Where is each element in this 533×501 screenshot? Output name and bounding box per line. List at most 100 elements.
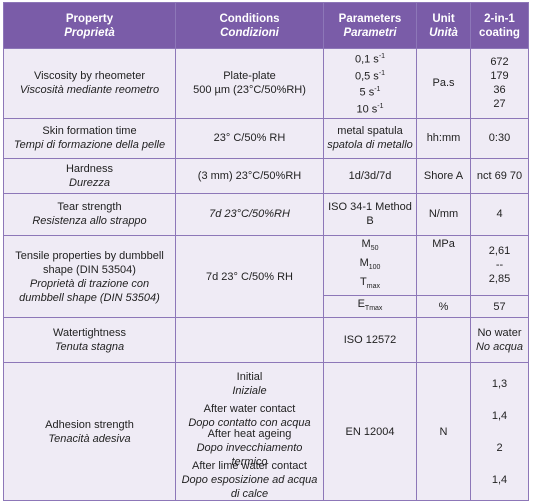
cell-text: 10 s-1 <box>327 100 413 117</box>
table-cell: Adhesion strength Tenacità adesiva <box>3 362 176 501</box>
cell-text: Adhesion strength <box>45 418 134 431</box>
cell-text: After water contact <box>203 402 296 415</box>
cell-text: Dopo invecchiamento termico <box>196 441 303 468</box>
table-cell: 1,3 1,4 2 1,4 <box>470 362 529 501</box>
cell-text: Tear strength <box>57 201 122 214</box>
cell-text: 5 s-1 <box>327 83 413 100</box>
cell-text: Dopo contatto con acqua <box>188 416 311 429</box>
cell-text: 0,5 s-1 <box>327 67 413 84</box>
cell-text: Tensile properties by dumbbell shape (DI… <box>15 249 164 276</box>
cell-text: Dopo esposizione ad acqua di calce <box>181 473 318 500</box>
cell-text: spatola di metallo <box>327 139 413 152</box>
cell-text: 10 s <box>356 103 378 116</box>
table-cell: No water No acqua <box>470 317 529 364</box>
page: Property Proprietà Conditions Condizioni P… <box>3 2 529 501</box>
table-cell: 7d 23°C/50%RH <box>175 192 324 236</box>
table-row: Hardness Durezza (3 mm) 23°C/50%RH 1d/3d/… <box>3 157 529 194</box>
table-cell <box>416 317 471 364</box>
table-cell: 0:30 <box>470 117 529 159</box>
cell-text: E <box>357 298 365 311</box>
table-cell: Hardness Durezza <box>3 157 176 194</box>
table-cell: 7d 23° C/50% RH <box>175 234 324 319</box>
table-cell: 4 <box>470 192 529 236</box>
cell-text: No acqua <box>475 341 524 354</box>
header-cell: Parameters Parametri <box>323 2 417 49</box>
subscript: Tmax <box>364 305 383 313</box>
header-cell: Unit Unità <box>416 2 471 49</box>
properties-table: Property Proprietà Conditions Condizioni P… <box>3 2 529 501</box>
cell-text: 27 <box>493 98 506 111</box>
table-cell: M50 M100 Tmax <box>323 234 417 297</box>
table-cell: 2,61 -- 2,85 <box>470 234 529 297</box>
cell-text: 0,1 s <box>354 53 379 66</box>
cell-text: -- <box>495 259 504 272</box>
cell-text: Resistenza allo strappo <box>32 215 147 228</box>
cell-text: Iniziale <box>232 384 267 397</box>
cell-text: Property Proprietà Conditions Condizioni P… <box>3 2 529 501</box>
superscript: -1 <box>374 86 381 94</box>
cell-text: 672 <box>490 56 509 69</box>
header-row: Property Proprietà Conditions Condizioni P… <box>3 2 529 49</box>
cell-text: Proprietà di trazione con dumbbell shape… <box>19 277 160 304</box>
superscript: -1 <box>378 53 386 60</box>
table-cell: ETmax <box>323 295 417 319</box>
table-row: ETmax % 57 <box>4 295 529 319</box>
table-row: Skin formation time Tempi di formazione d… <box>3 117 529 159</box>
cell-text: 179 <box>490 70 509 83</box>
cell-text: Viscosità mediante reometro <box>19 84 160 97</box>
cell-text: 500 µm (23°C/50%RH) <box>193 84 306 97</box>
cell-text: Unit <box>432 12 455 25</box>
cell-text: 1,4 <box>491 409 508 422</box>
cell-text: After heat ageing Dopo invecchiamento ter… <box>179 428 320 468</box>
cell-text: Proprietà <box>64 26 115 39</box>
table-cell: (3 mm) 23°C/50%RH <box>175 157 324 194</box>
table-cell: metal spatula spatola di metallo <box>323 117 417 159</box>
cell-text: Initial <box>236 370 263 383</box>
table-cell: nct 69 70 <box>470 157 529 194</box>
header: Property <box>65 12 114 25</box>
subscript: max <box>366 283 380 291</box>
cell-text: 2,85 <box>488 273 511 286</box>
table-cell: % <box>416 295 471 319</box>
subscript: 100 <box>368 264 381 271</box>
cell-text: Viscosity by rheometer <box>33 70 146 83</box>
table-cell: Watertightness Tenuta stagna <box>3 317 176 364</box>
table-cell: 0,1 s-1 0,5 s-1 5 s-1 10 s-1 <box>323 48 417 119</box>
table-cell <box>175 317 324 364</box>
header-cell: Conditions Condizioni <box>175 2 324 49</box>
table-row: Tear strength Resistenza allo strappo 7d … <box>3 192 529 236</box>
cell-text: Tempi di formazione della pelle <box>13 139 166 152</box>
table-cell: Plate-plate 500 µm (23°C/50%RH) <box>175 48 324 119</box>
cell-text: 2-in-1 coating <box>479 12 520 39</box>
table-cell: hh:mm <box>416 117 471 159</box>
table-cell: 23° C/50% RH <box>175 117 324 159</box>
cell-text: Plate-plate <box>223 70 276 83</box>
cell-text: After lime water contact Dopo esposizione… <box>179 460 320 500</box>
cell-text: 0,5 s <box>354 70 379 83</box>
table-cell: Skin formation time Tempi di formazione d… <box>3 117 176 159</box>
cell-text: M <box>361 237 371 250</box>
table-cell: Pa.s <box>416 48 471 119</box>
cell-text: Parameters <box>338 12 402 25</box>
superscript: -1 <box>378 69 386 77</box>
cell-text: Tenuta stagna <box>54 341 125 354</box>
table-cell: Shore A <box>416 157 471 194</box>
subscript: 50 <box>370 244 379 252</box>
cell-text: Parametri <box>343 26 397 39</box>
cell-text: After lime water contact <box>192 459 307 472</box>
table-cell: ISO 12572 <box>323 317 417 364</box>
table-cell: Initial Iniziale After water contact Dopo c… <box>175 362 324 501</box>
table-cell: Viscosity by rheometer Viscosità mediante… <box>3 48 176 119</box>
cell-text: 5 s <box>359 86 375 99</box>
cell-text: M50 <box>327 237 413 256</box>
cell-text: metal spatula <box>337 125 403 138</box>
header-cell: Property Proprietà <box>3 2 176 49</box>
cell-text: Tmax <box>327 275 413 294</box>
cell-text: Hardness <box>65 162 114 175</box>
table-cell: EN 12004 <box>323 362 417 501</box>
table-cell: N/mm <box>416 192 471 236</box>
table-cell: MPa <box>416 234 471 297</box>
table-cell: ISO 34-1 Method B <box>323 192 417 236</box>
cell-text: M <box>359 256 369 269</box>
cell-text: M100 <box>327 256 413 275</box>
